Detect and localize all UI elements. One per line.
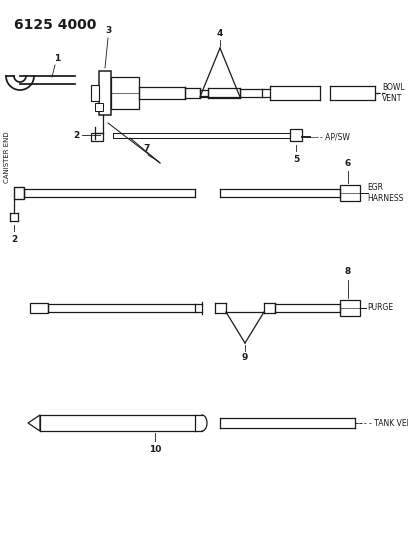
- Text: 2: 2: [74, 131, 80, 140]
- Text: EGR
HARNESS: EGR HARNESS: [367, 183, 404, 203]
- Text: - - TANK VENT: - - TANK VENT: [364, 418, 408, 427]
- Text: 10: 10: [149, 445, 161, 454]
- Text: PURGE: PURGE: [367, 303, 393, 312]
- Text: CANISTER END: CANISTER END: [4, 131, 10, 183]
- Bar: [91, 133, 103, 141]
- Text: 4: 4: [217, 29, 223, 38]
- Polygon shape: [28, 415, 40, 431]
- Bar: [99, 71, 111, 115]
- Text: 6125 4000: 6125 4000: [14, 18, 96, 32]
- Text: BOWL
VENT: BOWL VENT: [382, 83, 405, 103]
- Text: 7: 7: [144, 144, 150, 153]
- Text: 3: 3: [105, 26, 111, 35]
- Bar: [91, 85, 99, 101]
- Text: 5: 5: [293, 155, 299, 164]
- Bar: [340, 185, 360, 201]
- Text: 8: 8: [345, 267, 351, 276]
- Bar: [290, 129, 302, 141]
- Text: 6: 6: [345, 159, 351, 168]
- Text: - AP/SW: - AP/SW: [320, 133, 350, 141]
- Text: 1: 1: [54, 54, 60, 63]
- Bar: [95, 103, 103, 111]
- Bar: [14, 187, 24, 199]
- Bar: [30, 303, 48, 313]
- Bar: [340, 300, 360, 316]
- Bar: [111, 77, 139, 109]
- Text: 2: 2: [11, 235, 17, 244]
- Text: 9: 9: [242, 353, 248, 362]
